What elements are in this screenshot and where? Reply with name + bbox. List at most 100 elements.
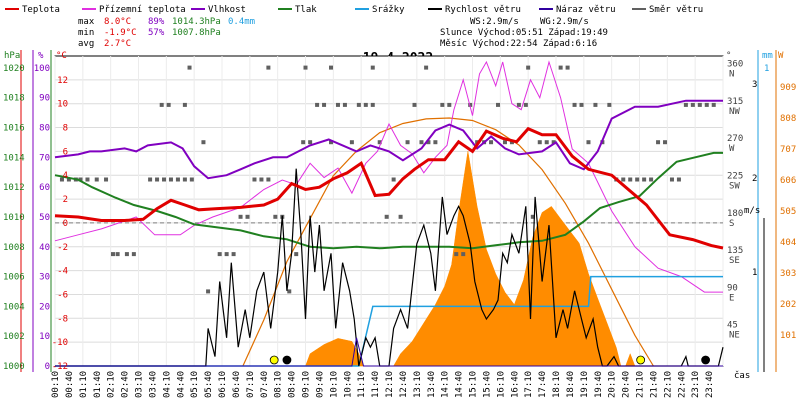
pct-tick-label: 70: [39, 153, 50, 163]
wind-direction-point: [266, 65, 271, 70]
wind-direction-point: [635, 177, 640, 182]
x-tick-label: 14:10: [441, 371, 451, 398]
wind-direction-point: [656, 140, 661, 145]
wind-direction-point: [124, 252, 129, 257]
dir-tick-degrees: 360: [727, 60, 743, 70]
dir-tick-degrees: 180: [727, 209, 743, 219]
x-tick-label: 06:40: [232, 371, 242, 398]
wind-direction-point: [537, 140, 542, 145]
x-tick-label: 10:10: [329, 371, 339, 398]
wind-direction-point: [85, 177, 90, 182]
legend-label: Rychlost větru: [445, 5, 521, 15]
temp-tick-label: 0: [63, 219, 68, 229]
wind-direction-point: [294, 252, 299, 257]
x-tick-label: 15:40: [482, 371, 492, 398]
ground-temperature-line: [54, 60, 723, 293]
pressure-line: [54, 151, 723, 250]
temp-tick-label: 12: [57, 76, 68, 86]
wind-direction-point: [201, 140, 206, 145]
pct-tick-label: 30: [39, 273, 50, 283]
x-tick-label: 05:10: [190, 371, 200, 398]
wind-direction-point: [266, 177, 271, 182]
legend-label: Přízemní teplota: [99, 5, 186, 15]
pct-tick-label: 60: [39, 183, 50, 193]
wind-direction-point: [586, 140, 591, 145]
wind-direction-point: [182, 102, 187, 107]
hpa-tick-label: 1018: [3, 94, 25, 104]
legend-label: Srážky: [372, 5, 405, 15]
x-tick-label: 00:10: [51, 371, 61, 398]
wind-direction-point: [509, 140, 514, 145]
wind-direction-point: [676, 177, 681, 182]
dir-tick-label: W: [729, 144, 735, 154]
stats-temp: 2.7°C: [104, 39, 131, 49]
wind-direction-point: [502, 140, 507, 145]
x-tick-label: 12:40: [399, 371, 409, 398]
moon-marker: [282, 355, 292, 365]
wind-direction-point: [301, 140, 306, 145]
wind-direction-point: [551, 140, 556, 145]
wind-direction-point: [349, 140, 354, 145]
wind-direction-point: [523, 102, 528, 107]
x-tick-label: 09:10: [302, 371, 312, 398]
temp-tick-label: -2: [57, 243, 68, 253]
dir-tick-degrees: 225: [727, 172, 743, 182]
wind-direction-point: [287, 289, 292, 294]
dir-tick-label: SW: [729, 182, 740, 192]
dir-tick-label: SE: [729, 256, 740, 266]
moon-marker: [701, 355, 711, 365]
wind-direction-point: [189, 177, 194, 182]
wind-direction-point: [66, 177, 71, 182]
wind-direction-point: [579, 102, 584, 107]
pct-tick-label: 100: [34, 64, 50, 74]
stats-wind-speed: WS:2.9m/s: [470, 17, 519, 27]
x-tick-label: 03:40: [148, 371, 158, 398]
temp-tick-label: 4: [63, 171, 68, 181]
w-tick-label: 606: [780, 176, 796, 186]
wind-direction-point: [148, 177, 153, 182]
pct-tick-label: 40: [39, 243, 50, 253]
temp-tick-label: -10: [52, 338, 68, 348]
dir-tick-label: S: [729, 219, 734, 229]
wind-direction-point: [558, 65, 563, 70]
x-tick-label: 20:10: [608, 371, 618, 398]
wind-direction-point: [642, 177, 647, 182]
stats-row-label: max: [78, 17, 95, 27]
wind-direction-point: [683, 102, 688, 107]
wind-direction-point: [273, 214, 278, 219]
wind-direction-point: [78, 177, 83, 182]
wind-direction-point: [454, 252, 459, 257]
wind-direction-point: [110, 252, 115, 257]
legend: Teplota Přízemní teplota Vlhkost Tlak Srážky…: [5, 5, 703, 15]
hpa-tick-label: 1012: [3, 183, 25, 193]
wind-direction-point: [440, 102, 445, 107]
x-tick-label: 23:10: [691, 371, 701, 398]
x-tick-label: 07:10: [246, 371, 256, 398]
x-tick-label: 01:40: [93, 371, 103, 398]
dir-tick-degrees: 90: [727, 283, 738, 293]
dir-tick-degrees: 135: [727, 246, 743, 256]
wind-direction-point: [544, 140, 549, 145]
x-tick-label: 05:40: [204, 371, 214, 398]
x-tick-label: 08:40: [288, 371, 298, 398]
x-tick-label: 16:40: [510, 371, 520, 398]
wind-direction-point: [607, 102, 612, 107]
wind-direction-point: [155, 177, 160, 182]
wind-direction-point: [384, 214, 389, 219]
temp-tick-label: -4: [57, 267, 68, 277]
x-tick-label: 17:10: [524, 371, 534, 398]
hpa-tick-label: 1002: [3, 332, 25, 342]
dir-tick-degrees: 270: [727, 134, 743, 144]
wind-direction-point: [115, 252, 120, 257]
hpa-tick-label: 1016: [3, 124, 25, 134]
pct-tick-label: 80: [39, 124, 50, 134]
x-tick-label: 21:40: [649, 371, 659, 398]
wind-direction-point: [433, 140, 438, 145]
wind-direction-point: [231, 252, 236, 257]
temp-axis-label: °C: [56, 51, 67, 61]
wind-direction-point: [370, 65, 375, 70]
stats-pressure: 1007.8hPa: [172, 28, 221, 38]
ms-tick-label: 3: [752, 80, 757, 90]
w-axis-label: W: [778, 51, 784, 61]
w-tick-label: 202: [780, 300, 796, 310]
